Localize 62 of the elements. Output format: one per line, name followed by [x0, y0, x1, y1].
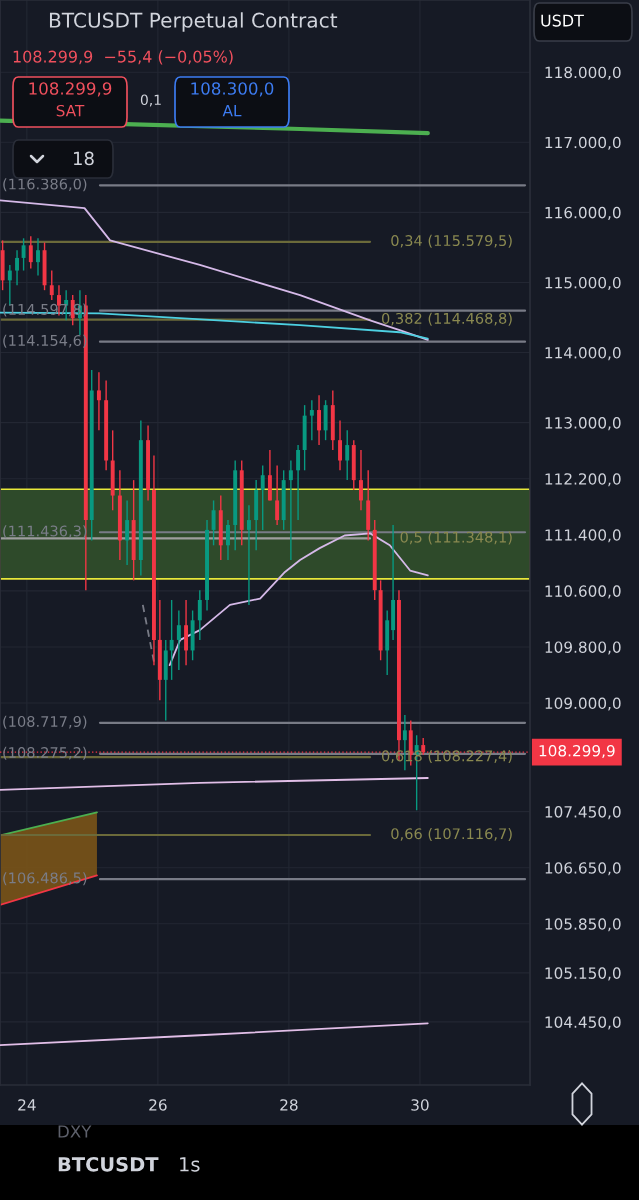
ref-line-label: (108.717,9)	[3, 715, 87, 729]
y-tick-label: 106.650,0	[545, 862, 621, 876]
text: 108.299,9 −55,4 (−0,05%)	[13, 50, 233, 65]
candlestick	[338, 419, 342, 472]
y-tick-label: 107.450,0	[545, 806, 621, 820]
y-tick-label: 114.000,0	[545, 347, 621, 361]
x-tick-label: 24	[18, 1099, 36, 1111]
candlestick	[226, 519, 230, 561]
ref-line-label: 0,66 (107.116,7)	[391, 827, 512, 841]
candlestick	[21, 237, 26, 272]
candlestick	[296, 444, 301, 521]
candlestick	[211, 499, 216, 546]
candlestick	[246, 504, 251, 606]
x-tick-label: 26	[149, 1099, 167, 1111]
text: DXY	[58, 1125, 92, 1138]
y-tick-label: 105.850,0	[545, 918, 621, 932]
ref-line-label: (106.486,5)	[3, 872, 87, 886]
annotation: SAT	[56, 104, 85, 117]
candlestick	[169, 599, 174, 681]
y-tick-label: 116.000,0	[545, 206, 621, 220]
ref-line-label: 0,5 (111.348,1)	[400, 531, 512, 545]
y-tick-label: 105.150,0	[545, 967, 621, 981]
candlestick	[28, 235, 33, 270]
y-tick-label: 115.000,0	[545, 276, 621, 291]
annotation: 108.299,9	[29, 82, 112, 97]
annotation: 0,1	[140, 94, 161, 107]
y-tick-label: 104.450,0	[545, 1016, 621, 1030]
y-tick-label: 118.000,0	[545, 66, 621, 80]
annotation: 18	[73, 151, 94, 166]
ref-line-label: (116.386,0)	[3, 178, 87, 192]
text: 1s	[180, 1157, 200, 1172]
x-tick-label: 28	[280, 1099, 298, 1111]
candlestick	[359, 449, 363, 511]
candlestick	[345, 429, 350, 481]
y-tick-label: 117.000,0	[545, 136, 621, 150]
ref-line-label: 108.299,9	[539, 744, 615, 759]
candlestick	[96, 371, 101, 432]
y-tick-label: 109.000,0	[545, 697, 621, 711]
ref-line-label: 0,382 (114.468,8)	[381, 312, 512, 326]
candlestick	[15, 249, 19, 286]
annotation: AL	[222, 105, 242, 117]
candlestick	[260, 464, 265, 531]
y-tick-label: 109.800,0	[545, 641, 621, 655]
y-tick-label: 111.400,0	[545, 529, 621, 543]
candlestick	[176, 609, 181, 671]
candlestick	[197, 589, 202, 641]
x-tick-label: 30	[411, 1099, 429, 1111]
y-tick-label: 110.600,0	[545, 585, 621, 599]
annotation: 108.300,0	[191, 82, 274, 97]
text: BTCUSDT Perpetual Contract	[49, 12, 338, 32]
y-tick-label: 112.200,0	[545, 473, 621, 487]
candlestick	[275, 464, 280, 526]
text: BTCUSDT	[58, 1156, 159, 1172]
text: USDT	[541, 14, 584, 27]
y-tick-label: 113.000,0	[545, 417, 621, 431]
candlestick	[317, 394, 322, 446]
candlestick	[288, 459, 293, 561]
candlestick	[36, 237, 40, 277]
candlestick	[49, 269, 54, 301]
candlestick	[125, 499, 130, 566]
candlestick	[309, 399, 314, 441]
ref-line-label: 0,34 (115.579,5)	[391, 234, 512, 248]
